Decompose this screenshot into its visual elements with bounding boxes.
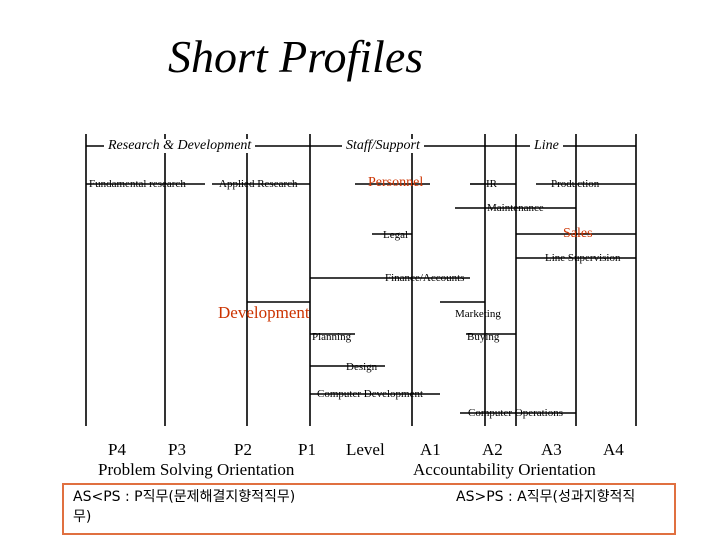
note-right: AS>PS : A직무(성과지향적직: [456, 489, 636, 505]
label-personnel: Personnel: [368, 175, 424, 190]
scale-a2: A2: [482, 440, 503, 459]
label-computer-development: Computer Development: [317, 388, 424, 400]
accountability-orientation: Accountability Orientation: [413, 460, 596, 479]
scale-a1: A1: [420, 440, 441, 459]
label-buying: Buying: [467, 331, 500, 343]
label-marketing: Marketing: [455, 308, 501, 320]
header-line-function: Line: [530, 139, 563, 153]
label-ir: IR: [486, 178, 497, 190]
note-box: [62, 483, 676, 535]
scale-p3: P3: [168, 440, 186, 459]
scale-p1: P1: [298, 440, 316, 459]
scale-p2: P2: [234, 440, 252, 459]
scale-level: Level: [346, 440, 385, 459]
label-maintenance: Maintenance: [487, 202, 544, 214]
scale-a4: A4: [603, 440, 624, 459]
header-research-development: Research & Development: [104, 139, 256, 153]
label-production: Production: [551, 178, 600, 190]
scale-a3: A3: [541, 440, 562, 459]
note-left-line2: 무): [73, 509, 92, 525]
slide-title: Short Profiles: [168, 31, 424, 82]
label-development: Development: [218, 303, 310, 322]
label-line-supervision: Line Supervision: [545, 252, 621, 264]
label-planning: Planning: [312, 331, 352, 343]
label-finance-accounts: Finance/Accounts: [385, 272, 465, 284]
problem-solving-orientation: Problem Solving Orientation: [98, 460, 295, 479]
label-sales: Sales: [563, 226, 593, 241]
label-legal: Legal: [383, 229, 409, 241]
label-computer-operations: Computer Operations: [468, 407, 564, 419]
label-fundamental-research: Fundamental research: [89, 178, 186, 190]
scale-p4: P4: [108, 440, 126, 459]
label-design: Design: [346, 361, 378, 373]
header-staff-support: Staff/Support: [342, 139, 424, 153]
label-applied-research: Applied Research: [219, 178, 298, 190]
note-left-line1: AS<PS : P직무(문제해결지향적직무): [73, 489, 296, 505]
